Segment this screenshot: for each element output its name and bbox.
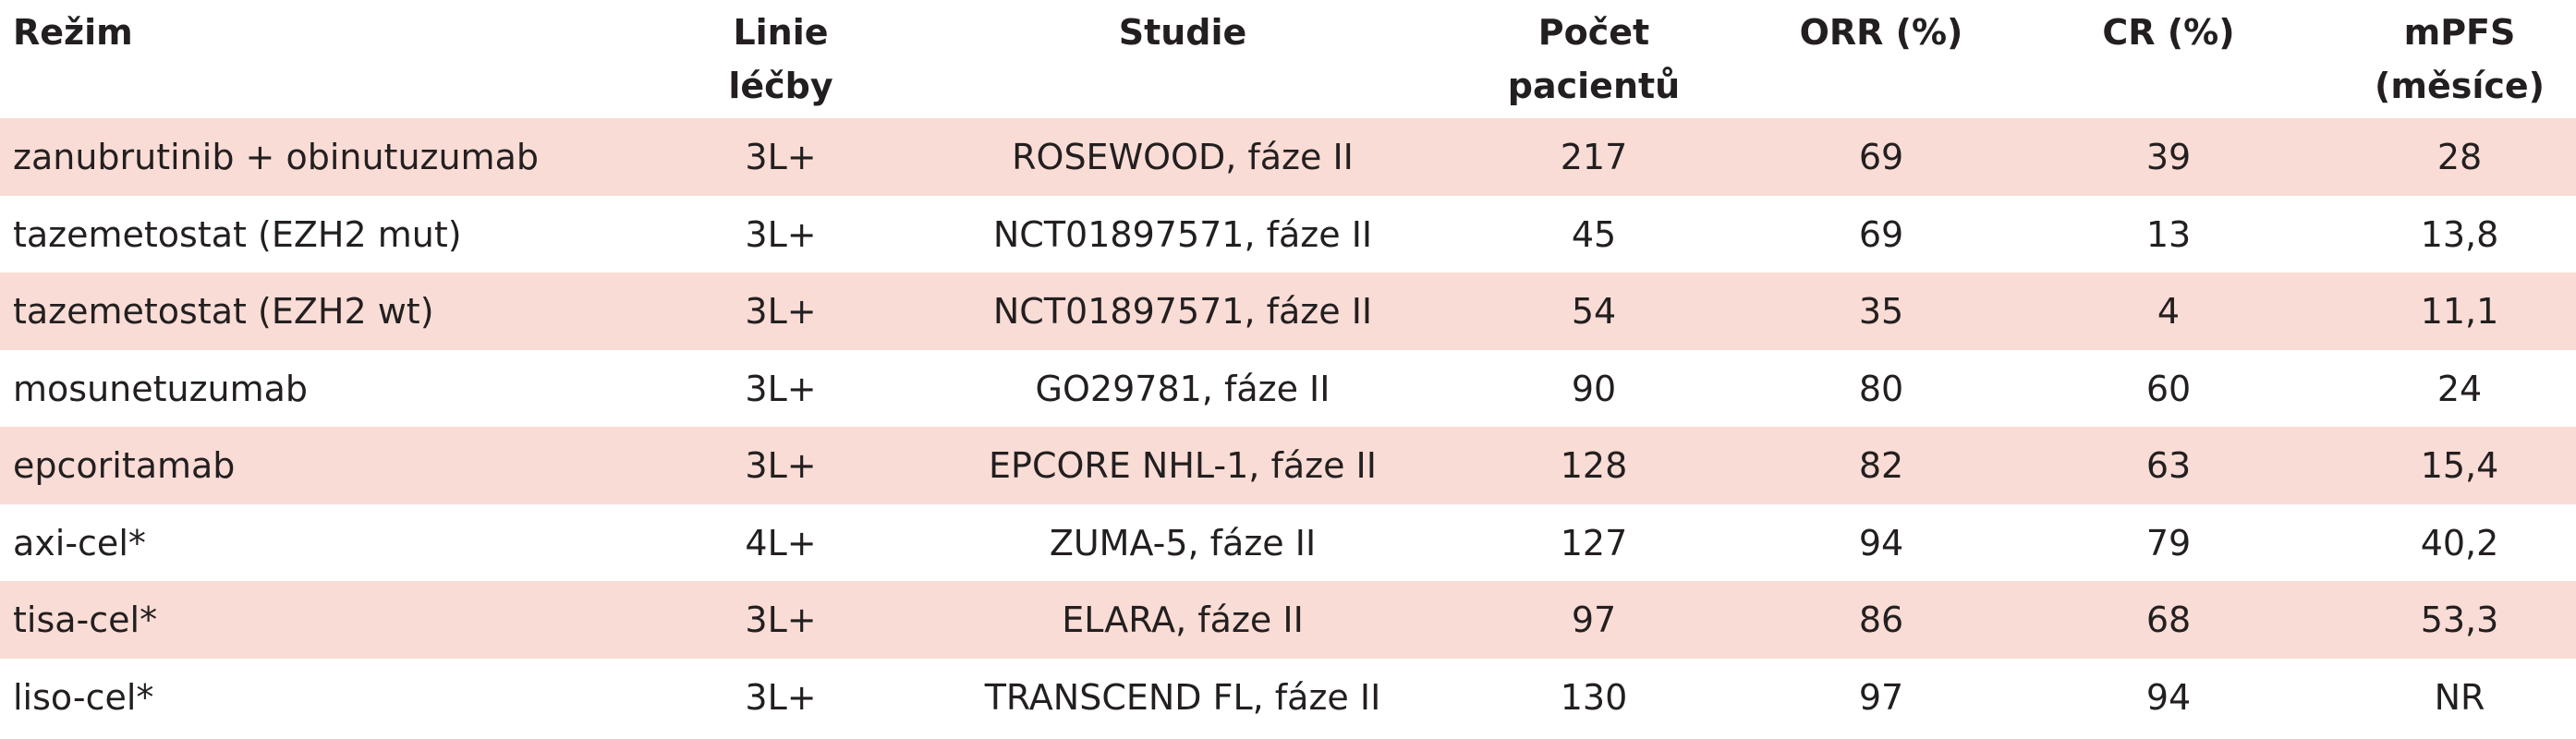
table-row: axi-cel* 4L+ ZUMA-5, fáze II 127 94 79 40,2 bbox=[0, 504, 2576, 582]
table-cell: epcoritamab bbox=[13, 445, 236, 486]
table-cell: 80 bbox=[1858, 368, 1904, 409]
table-cell: 3L+ bbox=[745, 291, 817, 332]
table-cell: 3L+ bbox=[745, 445, 817, 486]
table-cell: 3L+ bbox=[745, 676, 817, 718]
table-cell: 82 bbox=[1858, 445, 1904, 486]
table-cell: 15,4 bbox=[2420, 445, 2499, 486]
table-cell: 69 bbox=[1858, 213, 1904, 255]
table-cell: 54 bbox=[1571, 291, 1617, 332]
table-cell: 90 bbox=[1571, 368, 1617, 409]
table-cell: GO29781, fáze II bbox=[1035, 368, 1331, 409]
table-cell: 97 bbox=[1571, 600, 1617, 640]
table-cell: NR bbox=[2434, 676, 2485, 718]
table-cell: 79 bbox=[2145, 522, 2192, 563]
table-row: tazemetostat (EZH2 wt) 3L+ NCT01897571, fá… bbox=[0, 273, 2576, 350]
table-cell: 97 bbox=[1858, 676, 1904, 718]
table-row: tazemetostat (EZH2 mut) 3L+ NCT01897571, f… bbox=[0, 196, 2576, 273]
table-row: tisa-cel* 3L+ ELARA, fáze II 97 86 68 53,3 bbox=[0, 581, 2576, 659]
table-cell: liso-cel* bbox=[13, 676, 154, 718]
header-cell: mPFS (měsíce) bbox=[2375, 6, 2545, 113]
table-cell: tisa-cel* bbox=[13, 600, 158, 640]
header-text: Linie bbox=[733, 12, 829, 53]
table-cell: 60 bbox=[2145, 368, 2192, 409]
table-cell: tazemetostat (EZH2 wt) bbox=[13, 291, 434, 332]
table-cell: 3L+ bbox=[745, 368, 817, 409]
table-cell: ZUMA-5, fáze II bbox=[1049, 522, 1317, 563]
table-cell: axi-cel* bbox=[13, 522, 146, 563]
header-text: (měsíce) bbox=[2374, 66, 2546, 106]
table-cell: 128 bbox=[1560, 445, 1628, 486]
header-cell: Linie léčby bbox=[728, 6, 832, 113]
table-row: liso-cel* 3L+ TRANSCEND FL, fáze II 130 97 94… bbox=[0, 659, 2576, 736]
header-text: pacientů bbox=[1507, 66, 1681, 106]
header-text: ORR (%) bbox=[1799, 12, 1963, 53]
table-cell: 94 bbox=[1858, 522, 1904, 563]
table-cell: 3L+ bbox=[745, 600, 817, 640]
header-cell: Studie bbox=[1119, 6, 1247, 59]
header-cell: ORR (%) bbox=[1800, 6, 1963, 59]
table-cell: ROSEWOOD, fáze II bbox=[1012, 137, 1354, 177]
table-cell: mosunetuzumab bbox=[13, 368, 309, 409]
header-cell: Režim bbox=[13, 6, 133, 59]
table-cell: 35 bbox=[1858, 291, 1904, 332]
table-cell: 4 bbox=[2157, 291, 2181, 332]
header-text: Počet bbox=[1537, 12, 1650, 53]
table-cell: 127 bbox=[1560, 522, 1628, 563]
table-cell: NCT01897571, fáze II bbox=[992, 291, 1373, 332]
table-cell: 13,8 bbox=[2420, 213, 2499, 255]
table-cell: 28 bbox=[2436, 137, 2483, 177]
header-cell: Počet pacientů bbox=[1508, 6, 1680, 113]
table-cell: ELARA, fáze II bbox=[1062, 600, 1304, 640]
table-row: mosunetuzumab 3L+ GO29781, fáze II 90 80 60 24 bbox=[0, 350, 2576, 428]
table-cell: 217 bbox=[1560, 137, 1628, 177]
table-cell: 130 bbox=[1560, 676, 1628, 718]
header-text: Studie bbox=[1118, 12, 1247, 53]
header-text: Režim bbox=[13, 12, 133, 53]
table-cell: 53,3 bbox=[2420, 600, 2499, 640]
header-text: CR (%) bbox=[2102, 12, 2235, 53]
table-cell: 24 bbox=[2436, 368, 2483, 409]
header-text: mPFS bbox=[2403, 12, 2516, 53]
table-cell: 13 bbox=[2145, 213, 2192, 255]
table-row: epcoritamab 3L+ EPCORE NHL-1, fáze II 128 82… bbox=[0, 427, 2576, 504]
table-cell: 3L+ bbox=[745, 137, 817, 177]
table-cell: 94 bbox=[2145, 676, 2192, 718]
table-cell: TRANSCEND FL, fáze II bbox=[984, 676, 1381, 718]
table-cell: 3L+ bbox=[745, 213, 817, 255]
table-cell: 39 bbox=[2145, 137, 2192, 177]
table-cell: 45 bbox=[1571, 213, 1617, 255]
table-row: zanubrutinib + obinutuzumab 3L+ ROSEWOOD, … bbox=[0, 118, 2576, 196]
table-cell: 69 bbox=[1858, 137, 1904, 177]
table-cell: 86 bbox=[1858, 600, 1904, 640]
table-cell: tazemetostat (EZH2 mut) bbox=[13, 213, 462, 255]
table-cell: 63 bbox=[2145, 445, 2192, 486]
table-cell: 40,2 bbox=[2420, 522, 2499, 563]
table-cell: 68 bbox=[2145, 600, 2192, 640]
table-cell: 4L+ bbox=[745, 522, 817, 563]
table-cell: 11,1 bbox=[2420, 291, 2499, 332]
header-text: léčby bbox=[728, 66, 833, 106]
table-cell: zanubrutinib + obinutuzumab bbox=[13, 137, 539, 177]
header-cell: CR (%) bbox=[2102, 6, 2234, 59]
table-cell: NCT01897571, fáze II bbox=[992, 213, 1373, 255]
table-cell: EPCORE NHL-1, fáze II bbox=[989, 445, 1377, 486]
